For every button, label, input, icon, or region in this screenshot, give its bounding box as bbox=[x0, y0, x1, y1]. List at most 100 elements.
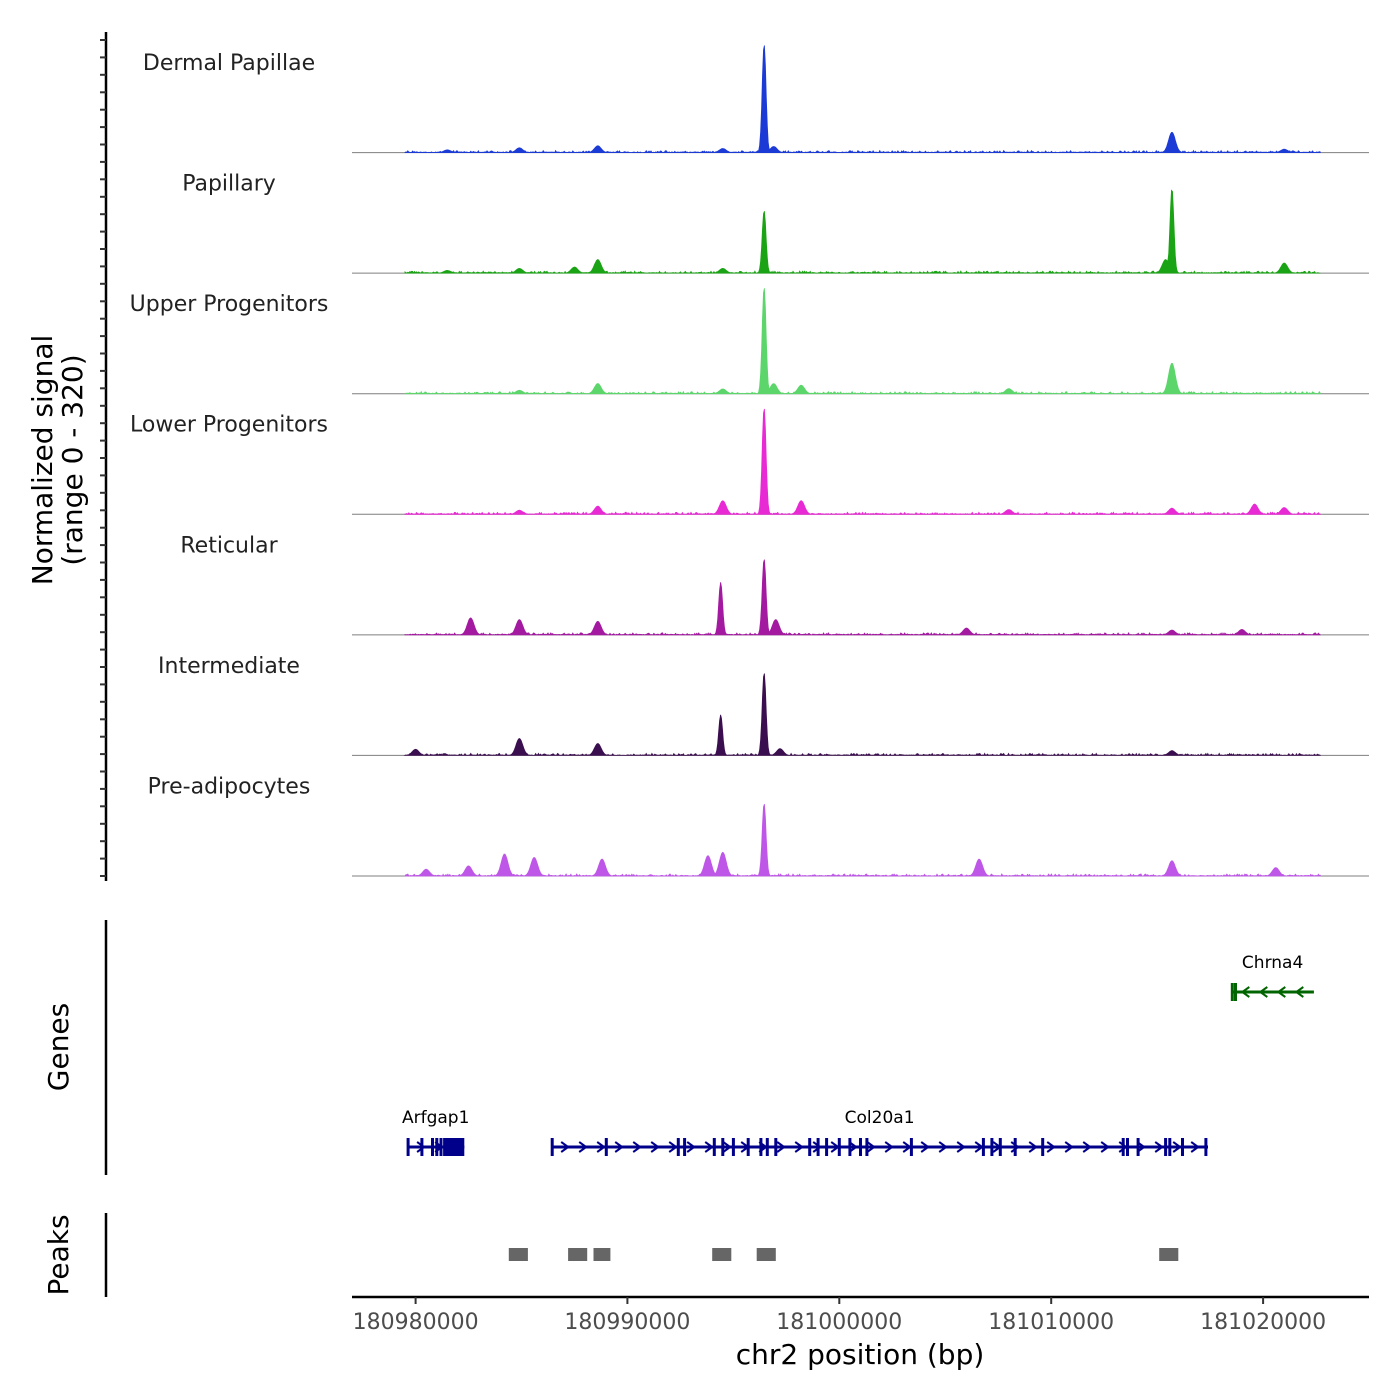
exon bbox=[1041, 1138, 1045, 1156]
track-label: Reticular bbox=[180, 533, 278, 558]
gene-label: Col20a1 bbox=[845, 1108, 915, 1128]
exon bbox=[865, 1138, 869, 1156]
exon bbox=[550, 1138, 554, 1156]
peak-region bbox=[712, 1248, 732, 1261]
strand-arrow bbox=[1010, 1141, 1020, 1153]
track-label: Papillary bbox=[182, 172, 276, 197]
coverage-area bbox=[404, 559, 1321, 636]
exon bbox=[848, 1138, 852, 1156]
strand-arrow bbox=[416, 1141, 426, 1153]
exon bbox=[721, 1138, 725, 1156]
peak-region bbox=[756, 1248, 776, 1261]
strand-arrow bbox=[650, 1141, 660, 1153]
y-axis-title-line2: (range 0 - 320) bbox=[56, 354, 89, 565]
gene-label: Arfgap1 bbox=[402, 1108, 469, 1128]
track-label: Upper Progenitors bbox=[130, 292, 329, 317]
exon bbox=[731, 1138, 735, 1156]
exon bbox=[990, 1138, 994, 1156]
track-label: Intermediate bbox=[158, 654, 300, 679]
strand-arrow bbox=[596, 1141, 606, 1153]
x-tick-label: 181020000 bbox=[1200, 1310, 1326, 1335]
exon-block bbox=[443, 1138, 465, 1156]
exon bbox=[435, 1138, 439, 1156]
peak-region bbox=[1159, 1248, 1179, 1261]
coverage-tracks: Dermal Papillae Papillary Upper Progenitor… bbox=[130, 45, 1369, 877]
track-label: Dermal Papillae bbox=[143, 51, 315, 76]
strand-arrow bbox=[722, 1141, 732, 1153]
strand-arrow bbox=[938, 1141, 948, 1153]
exon bbox=[816, 1138, 820, 1156]
coverage-track: Reticular bbox=[180, 533, 1369, 636]
strand-arrow bbox=[560, 1141, 570, 1153]
peak-region bbox=[593, 1248, 611, 1261]
track-label: Lower Progenitors bbox=[130, 413, 328, 438]
coverage-area bbox=[403, 673, 1321, 757]
coverage-track: Intermediate bbox=[158, 654, 1369, 757]
strand-arrow bbox=[866, 1141, 876, 1153]
exon bbox=[998, 1138, 1002, 1156]
exon bbox=[604, 1138, 608, 1156]
coverage-track: Dermal Papillae bbox=[143, 45, 1369, 154]
gene-track: Arfgap1 Col20a1 Chrna4 bbox=[402, 953, 1314, 1156]
coverage-track: Pre-adipocytes bbox=[148, 774, 1369, 877]
exon bbox=[909, 1138, 913, 1156]
exon bbox=[420, 1138, 424, 1156]
exon bbox=[765, 1138, 769, 1156]
exon bbox=[1234, 983, 1237, 1001]
exon bbox=[1126, 1138, 1129, 1156]
strand-arrow bbox=[1258, 986, 1268, 998]
coverage-area bbox=[404, 803, 1321, 877]
strand-arrow bbox=[668, 1141, 678, 1153]
exon bbox=[406, 1138, 410, 1156]
strand-arrow bbox=[1100, 1141, 1110, 1153]
exon bbox=[981, 1138, 985, 1156]
coverage-area bbox=[404, 288, 1321, 395]
gene: Arfgap1 bbox=[402, 1108, 469, 1156]
strand-arrow bbox=[1172, 1141, 1182, 1153]
coverage-area bbox=[404, 189, 1321, 274]
x-axis: 180980000 180990000 181000000 181010000 1810… bbox=[353, 1297, 1326, 1335]
x-tick-label: 181010000 bbox=[988, 1310, 1114, 1335]
strand-arrow bbox=[812, 1141, 822, 1153]
coverage-track: Papillary bbox=[182, 172, 1369, 274]
strand-arrow bbox=[1294, 986, 1304, 998]
strand-arrow bbox=[632, 1141, 642, 1153]
gene: Chrna4 bbox=[1230, 953, 1314, 1001]
peak-region bbox=[508, 1248, 528, 1261]
x-tick-label: 181000000 bbox=[776, 1310, 902, 1335]
strand-arrow bbox=[794, 1141, 804, 1153]
exon bbox=[1136, 1138, 1140, 1156]
strand-arrow bbox=[920, 1141, 930, 1153]
exon bbox=[759, 1138, 763, 1156]
strand-arrow bbox=[884, 1141, 894, 1153]
x-axis-title: chr2 position (bp) bbox=[736, 1338, 985, 1371]
strand-arrow bbox=[848, 1141, 858, 1153]
strand-arrow bbox=[776, 1141, 786, 1153]
exon bbox=[837, 1138, 841, 1156]
exon bbox=[1230, 983, 1234, 1001]
exon bbox=[746, 1138, 750, 1156]
exon bbox=[808, 1138, 812, 1156]
peak-track bbox=[508, 1248, 1179, 1261]
exon bbox=[1121, 1138, 1125, 1156]
strand-arrow bbox=[578, 1141, 588, 1153]
coverage-y-ticks bbox=[100, 39, 106, 877]
exon bbox=[1168, 1138, 1172, 1156]
strand-arrow bbox=[1240, 986, 1250, 998]
exon bbox=[825, 1138, 829, 1156]
exon bbox=[1164, 1138, 1168, 1156]
exon bbox=[1013, 1138, 1017, 1156]
exon bbox=[859, 1138, 862, 1156]
strand-arrow bbox=[614, 1141, 624, 1153]
gene: Col20a1 bbox=[550, 1108, 1208, 1156]
exon bbox=[1181, 1138, 1184, 1156]
exon bbox=[431, 1138, 434, 1156]
exon bbox=[439, 1138, 443, 1156]
strand-arrow bbox=[704, 1141, 714, 1153]
exon bbox=[1204, 1138, 1208, 1156]
x-tick-label: 180990000 bbox=[564, 1310, 690, 1335]
strand-arrow bbox=[1190, 1141, 1200, 1153]
peaks-panel-title: Peaks bbox=[42, 1214, 75, 1295]
strand-arrow bbox=[1154, 1141, 1164, 1153]
